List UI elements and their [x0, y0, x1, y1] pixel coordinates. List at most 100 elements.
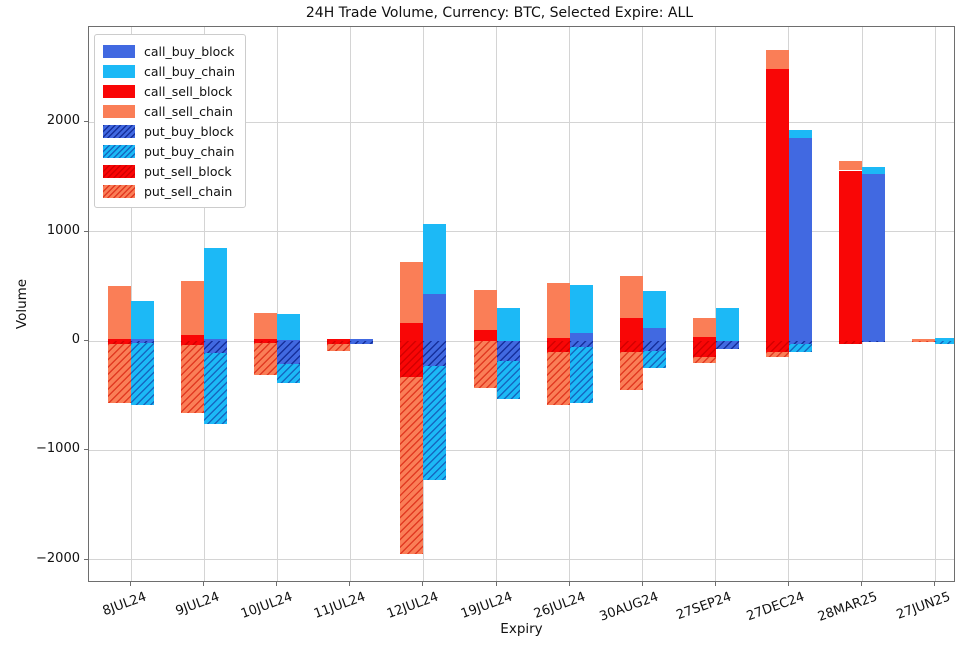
call_sell_chain-segment	[546, 283, 570, 339]
call_buy_chain-segment	[131, 301, 154, 340]
call_sell_block-segment	[400, 322, 424, 341]
call_buy_chain-segment	[935, 337, 954, 341]
legend-swatch-call_sell_chain	[103, 104, 135, 118]
put_sell_chain-segment	[765, 351, 789, 358]
put_sell_chain-segment	[108, 344, 131, 403]
legend-label: put_sell_block	[144, 163, 232, 179]
call_buy_chain-segment	[496, 308, 520, 341]
put_sell_block-segment	[400, 341, 424, 378]
legend-label: put_buy_block	[144, 123, 234, 139]
legend-label: put_sell_chain	[144, 183, 233, 199]
call_buy_chain-segment	[569, 285, 593, 333]
put_buy_block-segment	[642, 341, 666, 351]
legend-swatch-call_sell_block	[103, 84, 135, 98]
call_sell_block-segment	[181, 335, 205, 341]
y-tick-mark	[84, 558, 88, 560]
put_sell_chain-segment	[473, 341, 497, 388]
x-tick-mark	[130, 582, 131, 586]
put_buy_chain-segment	[204, 353, 228, 425]
y-tick-mark	[84, 121, 88, 123]
call_buy_block-segment	[131, 339, 154, 341]
put_buy_block-segment	[788, 341, 812, 345]
call_sell_chain-segment	[765, 50, 789, 69]
legend-label: put_buy_chain	[144, 143, 235, 159]
call_buy_chain-segment	[862, 167, 885, 175]
legend-item-put_sell_chain: put_sell_chain	[103, 181, 235, 201]
call_sell_block-segment	[619, 317, 643, 341]
x-tick-mark	[641, 582, 643, 586]
legend-item-call_buy_chain: call_buy_chain	[103, 61, 235, 81]
gridline-horizontal	[89, 121, 954, 123]
call_buy_block-segment	[423, 294, 447, 341]
call_sell_chain-segment	[400, 262, 424, 323]
put_sell_block-segment	[254, 341, 278, 343]
call_sell_block-segment	[546, 338, 570, 341]
put_buy_block-segment	[277, 341, 301, 364]
put_sell_block-segment	[619, 341, 643, 353]
legend-item-put_buy_block: put_buy_block	[103, 121, 235, 141]
x-tick-mark	[934, 582, 936, 586]
put_sell_block-segment	[546, 341, 570, 353]
put_buy_chain-segment	[935, 341, 954, 344]
y-tick-label: 2000	[46, 113, 80, 129]
legend-swatch-call_buy_block	[103, 44, 135, 58]
call_sell_block-segment	[473, 330, 497, 341]
put_sell_chain-segment	[400, 377, 424, 555]
put_sell_chain-segment	[181, 345, 205, 413]
plot-area: call_buy_block call_buy_chain call_sell_bl…	[88, 26, 955, 582]
x-tick-mark	[787, 582, 789, 586]
call_sell_chain-segment	[912, 339, 936, 341]
call_buy_chain-segment	[204, 247, 228, 340]
gridline-horizontal	[89, 449, 954, 451]
x-tick-mark	[568, 582, 570, 586]
put_buy_chain-segment	[423, 366, 447, 480]
x-tick-mark	[714, 582, 716, 586]
call_buy_block-segment	[350, 338, 374, 341]
put_buy_chain-segment	[277, 363, 301, 383]
x-tick-mark	[422, 582, 424, 586]
call_sell_chain-segment	[619, 275, 643, 318]
x-tick-mark	[861, 582, 862, 586]
gridline-vertical	[276, 27, 278, 581]
put_sell_chain-segment	[546, 352, 570, 405]
legend-swatch-put_buy_chain	[103, 144, 135, 158]
y-axis-label: Volume	[14, 278, 30, 330]
y-tick-label: −2000	[36, 550, 80, 566]
legend-label: call_sell_chain	[144, 103, 233, 119]
call_sell_block-segment	[108, 338, 131, 341]
put_buy_block-segment	[423, 341, 447, 367]
call_buy_block-segment	[204, 339, 228, 341]
x-tick-mark	[495, 582, 497, 586]
put_sell_chain-segment	[619, 352, 643, 391]
call_buy_block-segment	[642, 328, 666, 341]
legend-item-call_sell_block: call_sell_block	[103, 81, 235, 101]
put_sell_block-segment	[839, 341, 862, 344]
put_buy_block-segment	[715, 341, 739, 350]
put_sell_chain-segment	[692, 356, 716, 363]
call_buy_chain-segment	[423, 224, 447, 294]
gridline-vertical	[349, 27, 351, 581]
put_buy_chain-segment	[788, 344, 812, 352]
call_sell_chain-segment	[839, 161, 862, 171]
gridline-vertical	[496, 27, 497, 581]
call_sell_chain-segment	[473, 290, 497, 331]
gridline-vertical	[715, 27, 717, 581]
put_sell_block-segment	[765, 341, 789, 352]
legend-item-call_buy_block: call_buy_block	[103, 41, 235, 61]
call_buy_block-segment	[277, 339, 301, 341]
put_buy_block-segment	[569, 341, 593, 347]
put_sell_block-segment	[327, 341, 351, 344]
call_buy_chain-segment	[715, 308, 739, 341]
call_sell_chain-segment	[108, 286, 131, 339]
legend-swatch-put_buy_block	[103, 124, 135, 138]
legend-item-put_buy_chain: put_buy_chain	[103, 141, 235, 161]
call_buy_chain-segment	[788, 130, 812, 138]
call_sell_block-segment	[765, 68, 789, 341]
legend-swatch-put_sell_chain	[103, 184, 135, 198]
x-tick-mark	[276, 582, 278, 586]
put_buy_block-segment	[862, 341, 885, 343]
call_buy_chain-segment	[642, 290, 666, 329]
put_buy_block-segment	[204, 341, 228, 354]
legend-swatch-call_buy_chain	[103, 64, 135, 78]
